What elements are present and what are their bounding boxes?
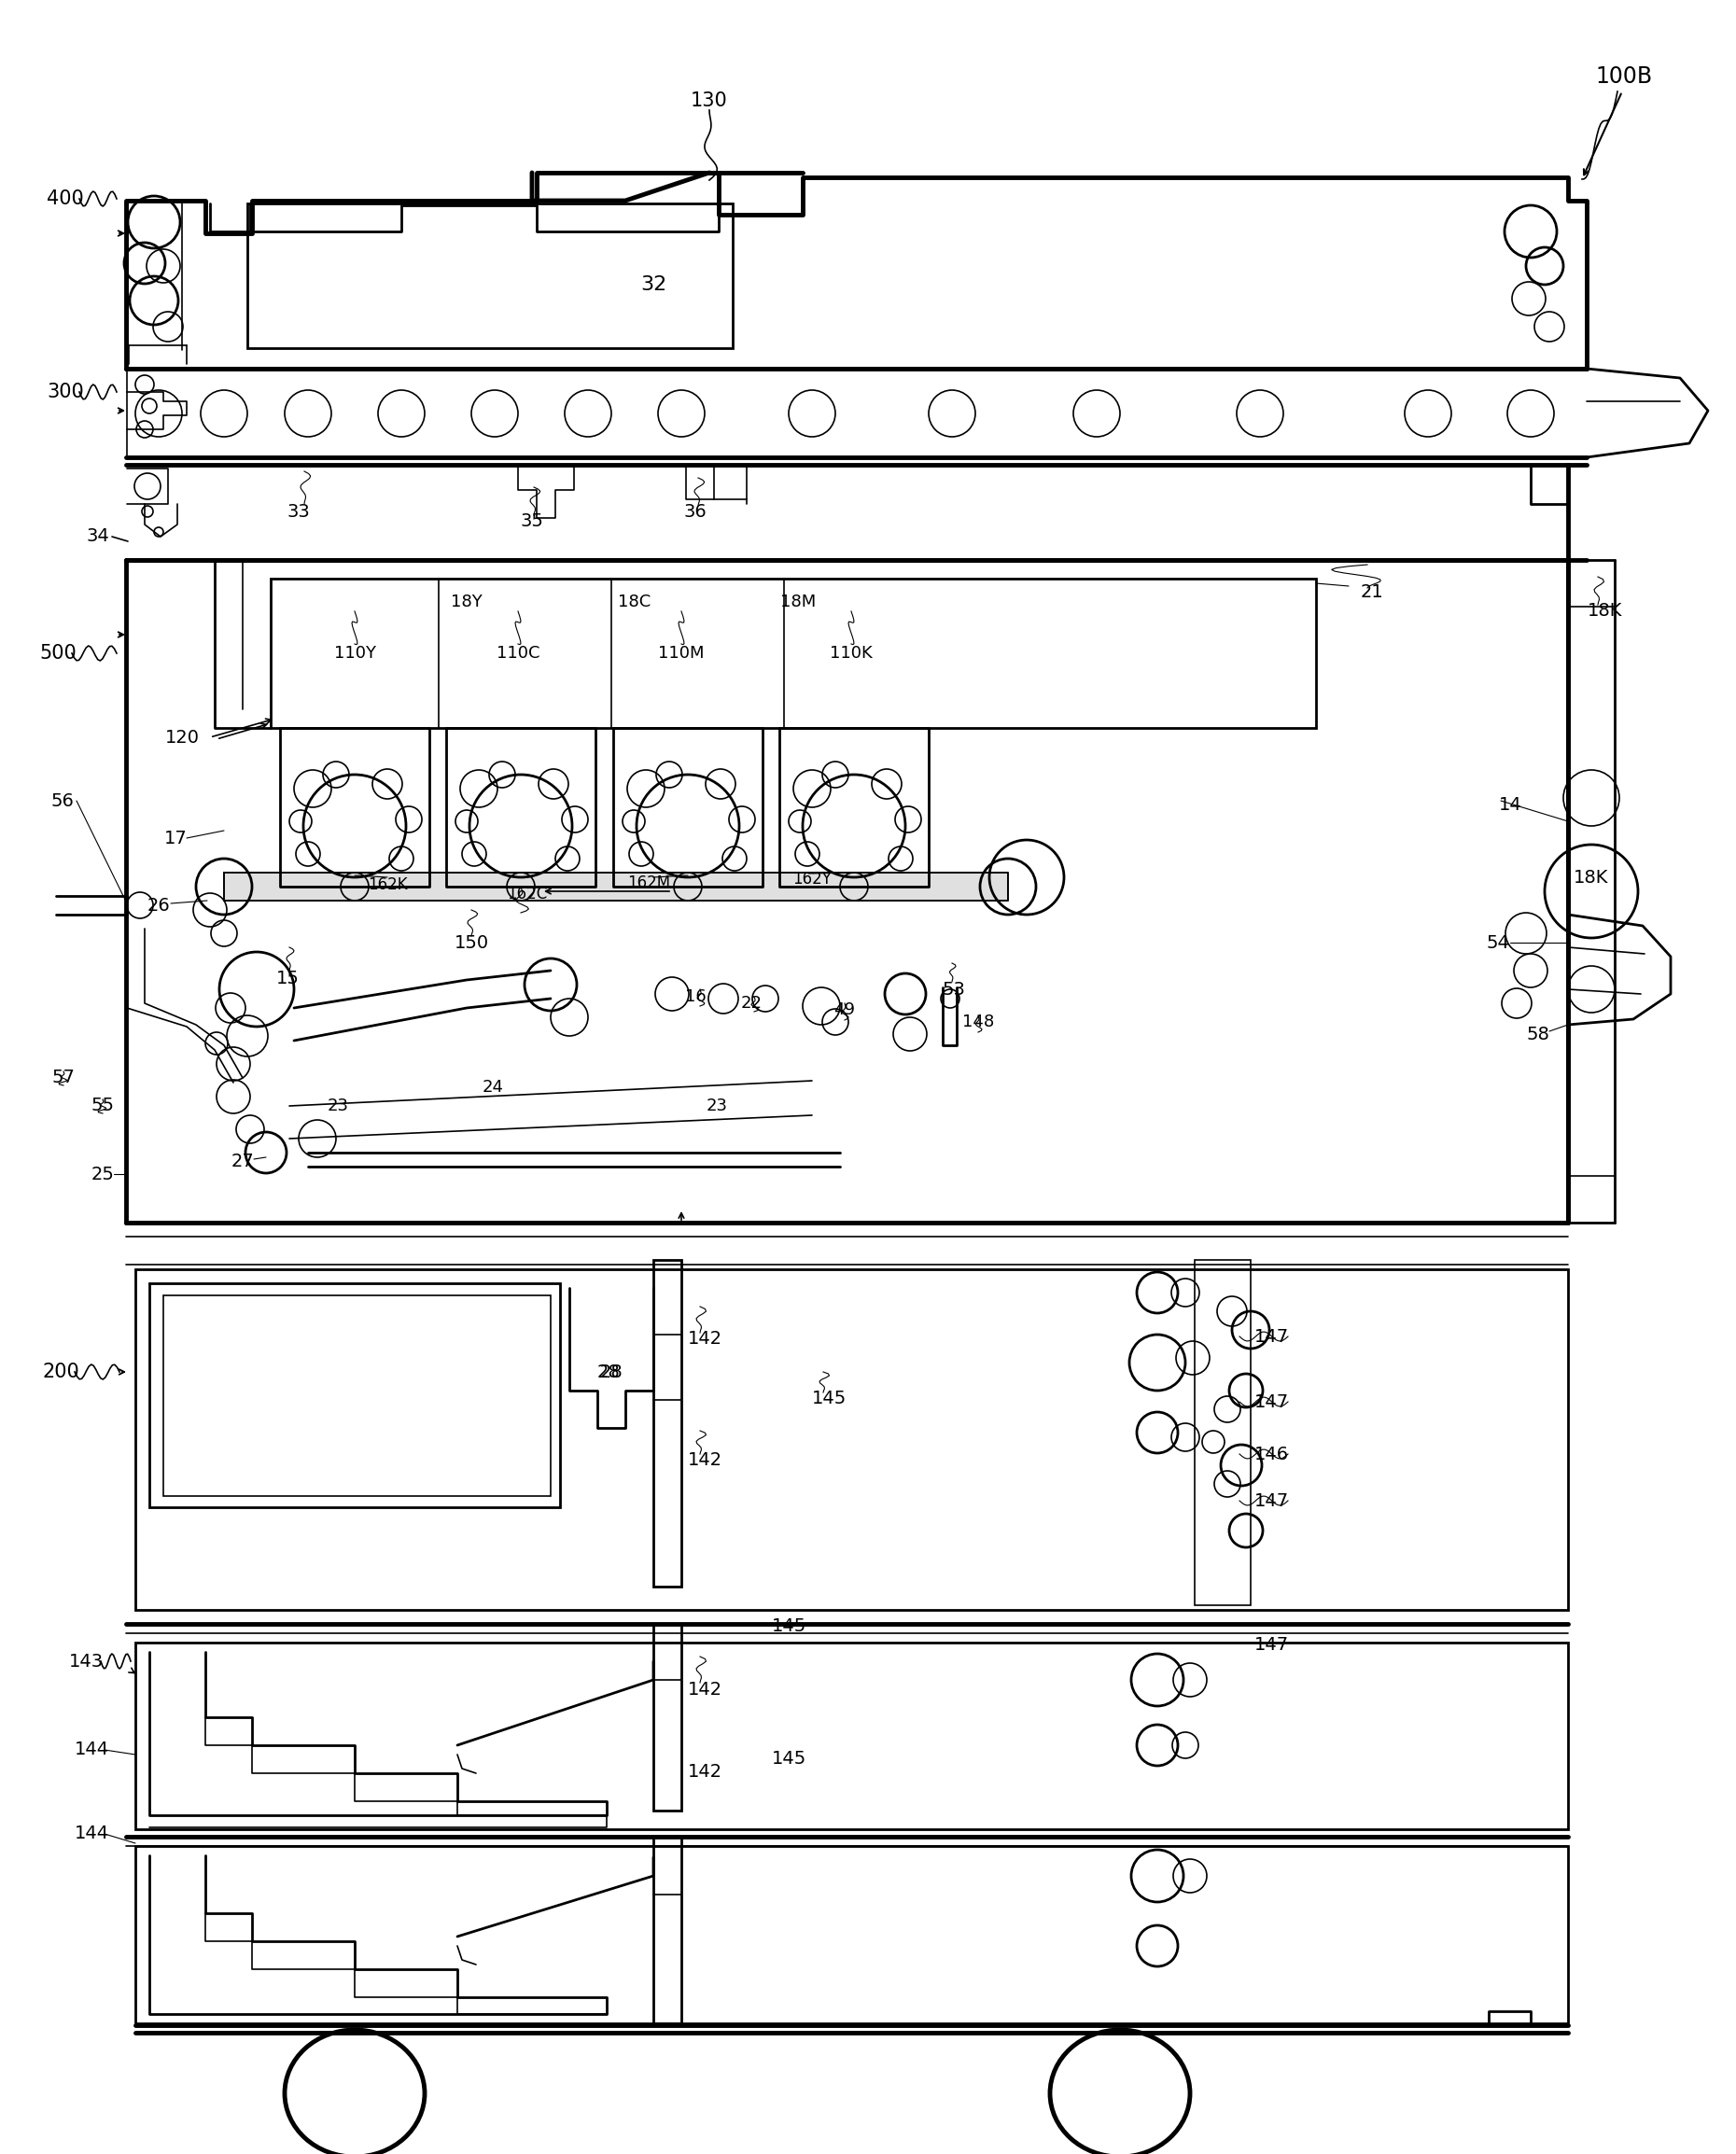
Text: 18C: 18C: [618, 595, 651, 610]
Text: 23: 23: [707, 1099, 727, 1114]
Text: 18M: 18M: [779, 595, 816, 610]
Text: 400: 400: [47, 190, 83, 209]
Text: 21: 21: [1361, 584, 1384, 601]
Text: 500: 500: [40, 644, 76, 663]
Text: 110M: 110M: [658, 644, 705, 661]
Text: 200: 200: [42, 1363, 80, 1381]
Text: 162C: 162C: [507, 885, 547, 903]
Text: 142: 142: [687, 1680, 722, 1697]
Text: 18K: 18K: [1575, 868, 1609, 885]
Text: 110C: 110C: [496, 644, 540, 661]
Text: 110Y: 110Y: [333, 644, 375, 661]
Text: 27: 27: [231, 1152, 253, 1172]
Text: 54: 54: [1486, 933, 1510, 952]
Text: 145: 145: [771, 1618, 806, 1635]
Text: 148: 148: [962, 1015, 995, 1030]
Text: 150: 150: [455, 933, 488, 952]
Text: 300: 300: [47, 383, 83, 401]
Text: 53: 53: [943, 980, 965, 997]
Text: 143: 143: [68, 1652, 102, 1669]
Bar: [1194, 1260, 1250, 1605]
Bar: [653, 1624, 681, 1812]
Bar: [135, 1644, 1568, 1829]
Bar: [149, 1284, 561, 1508]
Text: 144: 144: [75, 1740, 109, 1760]
Text: 100B: 100B: [1595, 65, 1653, 88]
Text: 18Y: 18Y: [451, 595, 483, 610]
Text: 147: 147: [1253, 1635, 1288, 1654]
Text: 17: 17: [163, 829, 187, 847]
Text: 147: 147: [1253, 1493, 1288, 1510]
Text: 24: 24: [483, 1079, 503, 1096]
Text: 56: 56: [50, 793, 75, 810]
Text: 28: 28: [599, 1363, 623, 1381]
Text: 147: 147: [1253, 1327, 1288, 1346]
Text: 162M: 162M: [627, 875, 670, 892]
Text: 55: 55: [90, 1096, 115, 1116]
Text: 26: 26: [148, 896, 170, 913]
Bar: [653, 1837, 681, 2023]
Text: 22: 22: [741, 995, 762, 1012]
Text: 58: 58: [1526, 1025, 1550, 1043]
Polygon shape: [224, 872, 1009, 900]
Text: 35: 35: [521, 513, 543, 530]
Text: 145: 145: [811, 1389, 845, 1407]
Text: 18K: 18K: [1588, 603, 1623, 620]
Bar: [247, 202, 733, 349]
Text: 28: 28: [597, 1363, 620, 1381]
Text: 16: 16: [684, 989, 707, 1006]
Text: 57: 57: [52, 1068, 75, 1088]
Text: 162K: 162K: [368, 877, 408, 894]
Bar: [653, 1260, 681, 1587]
Text: 145: 145: [771, 1751, 806, 1768]
Text: 142: 142: [687, 1331, 722, 1348]
Text: 32: 32: [641, 276, 667, 293]
Text: 142: 142: [687, 1762, 722, 1779]
Text: 34: 34: [87, 528, 109, 545]
Text: 142: 142: [687, 1452, 722, 1469]
Text: 147: 147: [1253, 1394, 1288, 1411]
Text: 33: 33: [286, 502, 311, 521]
Text: 36: 36: [684, 502, 707, 521]
Text: 110K: 110K: [830, 644, 873, 661]
Text: 130: 130: [691, 90, 727, 110]
Text: 25: 25: [90, 1165, 115, 1183]
Bar: [271, 579, 1316, 728]
Text: 15: 15: [276, 969, 299, 987]
Text: 146: 146: [1253, 1445, 1288, 1463]
Bar: [163, 1295, 550, 1497]
Text: 120: 120: [165, 728, 200, 745]
Text: 14: 14: [1498, 795, 1522, 814]
Bar: [135, 1269, 1568, 1609]
Text: 144: 144: [75, 1824, 109, 1844]
Text: 49: 49: [833, 1002, 856, 1019]
Text: 23: 23: [326, 1099, 349, 1114]
Bar: [135, 1846, 1568, 2023]
Text: 162Y: 162Y: [792, 870, 832, 887]
